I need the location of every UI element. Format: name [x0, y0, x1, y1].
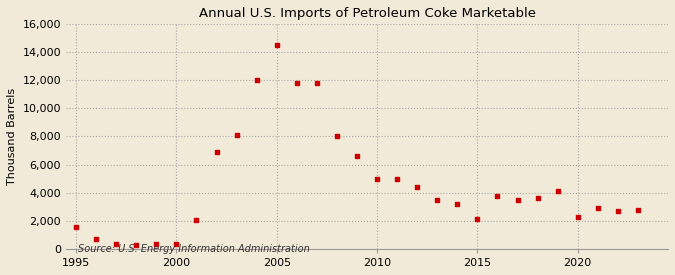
Point [251, 78, 262, 82]
Point [111, 242, 122, 246]
Point [311, 81, 322, 85]
Point [492, 193, 503, 198]
Point [512, 197, 523, 202]
Point [552, 189, 563, 194]
Point [632, 207, 643, 212]
Point [131, 243, 142, 247]
Point [331, 134, 342, 139]
Point [412, 185, 423, 189]
Point [90, 237, 101, 241]
Title: Annual U.S. Imports of Petroleum Coke Marketable: Annual U.S. Imports of Petroleum Coke Ma… [198, 7, 535, 20]
Point [472, 217, 483, 222]
Point [211, 150, 222, 154]
Point [452, 202, 463, 206]
Point [151, 242, 162, 246]
Point [612, 209, 623, 213]
Point [271, 43, 282, 47]
Point [392, 177, 402, 181]
Y-axis label: Thousand Barrels: Thousand Barrels [7, 88, 17, 185]
Point [572, 214, 583, 219]
Point [71, 225, 82, 229]
Point [593, 205, 603, 210]
Point [432, 197, 443, 202]
Point [231, 133, 242, 137]
Point [292, 81, 302, 85]
Point [372, 177, 383, 181]
Text: Source: U.S. Energy Information Administration: Source: U.S. Energy Information Administ… [78, 244, 310, 254]
Point [532, 196, 543, 200]
Point [352, 154, 362, 158]
Point [191, 218, 202, 222]
Point [171, 242, 182, 246]
